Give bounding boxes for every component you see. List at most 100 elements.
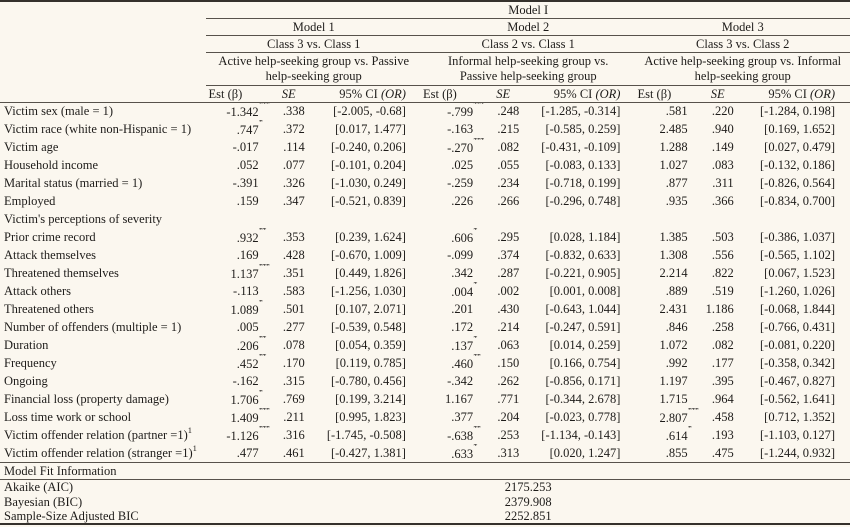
est-number: 1.197 [659, 374, 688, 388]
row-label: Threatened others [4, 302, 94, 316]
est-column-header: Est (β) [635, 85, 699, 103]
est-value: -.342 [421, 372, 484, 390]
row-label: Victim sex (male = 1) [4, 104, 114, 119]
ci-value: [-0.081, 0.220] [760, 338, 835, 352]
row-label: Attack others [4, 284, 71, 298]
est-number: .025 [451, 158, 474, 172]
row-label: Victim offender relation (stranger =1)1 [4, 444, 197, 461]
se-value: .964 [711, 392, 734, 406]
ci-value: [-1.030, 0.249] [330, 176, 406, 190]
row-label: Marital status (married = 1) [4, 176, 143, 190]
ci-value: [0.067, 1.523] [764, 266, 835, 280]
model-1-class-comparison: Class 3 vs. Class 1 [206, 35, 421, 53]
ci-value: [-0.247, 0.591] [545, 320, 621, 334]
est-value: 2.431 [635, 300, 698, 318]
ci-value: [0.028, 1.184] [549, 230, 621, 244]
significance-stars: *** [687, 408, 699, 415]
ci-value: [-1.134, -0.143] [541, 428, 621, 442]
ci-value: [-1.260, 1.026] [760, 284, 835, 298]
header-spacer [0, 52, 206, 85]
se-value: .170 [282, 356, 305, 370]
est-value: .005 [206, 318, 269, 336]
ci-value: [-1.284, 0.198] [760, 104, 835, 119]
se-value: .150 [497, 356, 520, 370]
est-column-header: Est (β) [420, 85, 485, 103]
row-label: Duration [4, 338, 49, 352]
se-value: .311 [712, 176, 734, 190]
est-value: -.799*** [421, 102, 484, 120]
row-label: Financial loss (property damage) [4, 392, 169, 406]
est-number: 1.715 [659, 392, 688, 406]
est-value: .377 [421, 408, 484, 426]
est-value: -.391 [206, 174, 269, 192]
ci-or-label: (OR) [810, 86, 835, 101]
est-number: -.799 [447, 105, 474, 120]
est-number: .581 [665, 104, 688, 119]
est-number: .452 [236, 357, 259, 372]
est-value: .206** [206, 336, 269, 354]
se-value: .193 [711, 428, 734, 442]
est-number: 2.485 [659, 122, 688, 136]
significance-stars: * [473, 282, 478, 289]
est-number: .226 [451, 194, 474, 208]
ci-value: [-0.766, 0.431] [760, 320, 835, 334]
est-number: -.391 [232, 176, 259, 190]
ci-value: [0.119, 0.785] [335, 356, 406, 370]
est-number: .633 [451, 446, 474, 461]
est-number: .377 [451, 410, 474, 424]
est-number: .889 [665, 284, 688, 298]
ci-value: [-0.718, 0.199] [545, 176, 621, 190]
est-number: .169 [236, 248, 259, 262]
est-value: .025 [421, 156, 484, 174]
significance-stars: * [258, 390, 264, 397]
fit-value: 2252.851 [504, 509, 552, 523]
est-number: .206 [236, 339, 259, 354]
est-value: -1.126*** [206, 426, 269, 444]
est-value: -.638** [421, 426, 484, 444]
est-value: 1.385 [635, 228, 698, 246]
est-number: -.099 [447, 248, 474, 262]
se-value: .428 [282, 248, 305, 262]
significance-stars: * [473, 336, 478, 343]
se-value: .214 [497, 320, 520, 334]
header-spacer [0, 1, 206, 18]
ci-value: [0.014, 0.259] [549, 338, 621, 352]
se-value: .295 [497, 230, 520, 244]
significance-stars: *** [258, 408, 270, 415]
fit-label: Bayesian (BIC) [4, 494, 83, 509]
ci-value: [-0.565, 1.102] [760, 248, 835, 262]
stat-column-headers-row: Est (β) SE 95% CI (OR) Est (β) SE 95% CI… [0, 85, 850, 103]
model-fit-section: Model Fit Information [0, 461, 850, 480]
ci-value: [0.169, 1.652] [764, 122, 835, 136]
ci-value: [-1.285, -0.314] [541, 104, 621, 119]
est-number: 1.072 [659, 338, 688, 352]
se-value: .248 [497, 104, 520, 119]
model-2-group-comparison: Informal help-seeking group vs. Passive … [420, 52, 636, 86]
est-value: .169 [206, 246, 269, 264]
se-column-header: SE [698, 85, 743, 103]
est-value: .460** [421, 354, 484, 372]
est-value: .855 [635, 444, 698, 462]
se-value: .253 [497, 428, 520, 442]
se-value: .083 [711, 158, 734, 172]
ci-value: [-0.562, 1.641] [760, 392, 835, 406]
model-2-class-comparison: Class 2 vs. Class 1 [420, 35, 636, 53]
fit-label: Sample-Size Adjusted BIC [4, 509, 139, 523]
est-value: 2.214 [635, 264, 698, 282]
est-number: 1.308 [659, 248, 688, 262]
est-value: -1.342*** [206, 102, 269, 120]
ci-value: [-0.834, 0.700] [760, 194, 835, 208]
ci-column-header: 95% CI (OR) [528, 85, 636, 103]
row-label: Victim age [4, 140, 59, 154]
se-value: .316 [282, 428, 305, 442]
est-number: 2.214 [659, 266, 688, 280]
est-value: .606* [421, 228, 484, 246]
table-row: Victim sex (male = 1) -1.342*** .338 [-2.00… [0, 102, 850, 120]
row-label: Household income [4, 158, 99, 172]
table-row: Attack others -.113 .583 [-1.256, 1.030] .00… [0, 282, 850, 300]
se-value: .430 [497, 302, 520, 316]
ci-value: [-0.780, 0.456] [330, 374, 406, 388]
row-label: Employed [4, 194, 56, 208]
ci-value: [-0.344, 2.678] [545, 392, 621, 406]
header-spacer [0, 85, 207, 103]
